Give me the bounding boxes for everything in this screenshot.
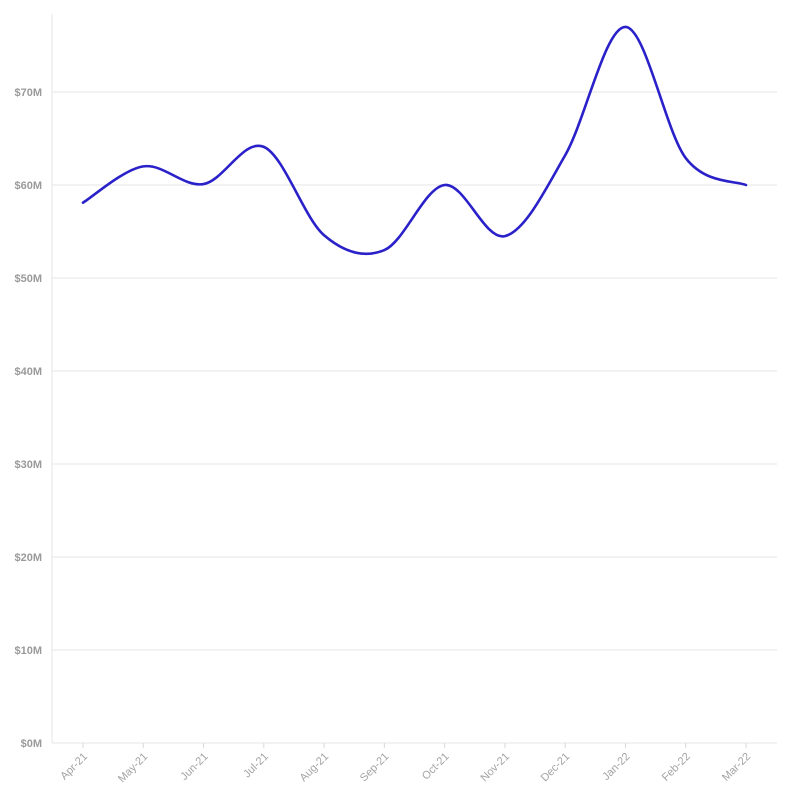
y-tick-label: $20M bbox=[14, 552, 42, 564]
x-tick-label: Aug-21 bbox=[298, 751, 332, 785]
series-lines bbox=[81, 25, 748, 256]
x-tick-label: Apr-21 bbox=[58, 751, 90, 783]
x-tick-label: Mar-22 bbox=[720, 751, 753, 784]
y-tick-label: $50M bbox=[14, 273, 42, 285]
x-axis-ticks: Apr-21 May-21 Jun-21 Jul-21 Aug-21 Sep-21 Oct-… bbox=[58, 743, 753, 785]
x-tick-label: Oct-21 bbox=[420, 751, 452, 783]
y-tick-label: $0M bbox=[21, 738, 42, 750]
y-tick-label: $60M bbox=[14, 180, 42, 192]
gridlines bbox=[52, 91, 777, 651]
y-tick-label: $10M bbox=[14, 645, 42, 657]
y-tick-label: $40M bbox=[14, 366, 42, 378]
series-line-0 bbox=[81, 25, 748, 256]
x-tick-label: Sep-21 bbox=[358, 751, 392, 785]
x-tick-label: Feb-22 bbox=[660, 751, 693, 784]
x-tick-label: Jul-21 bbox=[241, 751, 271, 781]
y-tick-label: $30M bbox=[14, 459, 42, 471]
y-axis-ticks: $0M $10M $20M $30M $40M $50M $60M $70M bbox=[14, 87, 42, 750]
x-tick-label: Dec-21 bbox=[539, 751, 573, 785]
x-tick-label: Jan-22 bbox=[600, 751, 632, 783]
x-tick-label: May-21 bbox=[116, 751, 150, 785]
y-tick-label: $70M bbox=[14, 87, 42, 99]
x-tick-label: Nov-21 bbox=[478, 751, 512, 785]
x-tick-label: Jun-21 bbox=[178, 751, 210, 783]
